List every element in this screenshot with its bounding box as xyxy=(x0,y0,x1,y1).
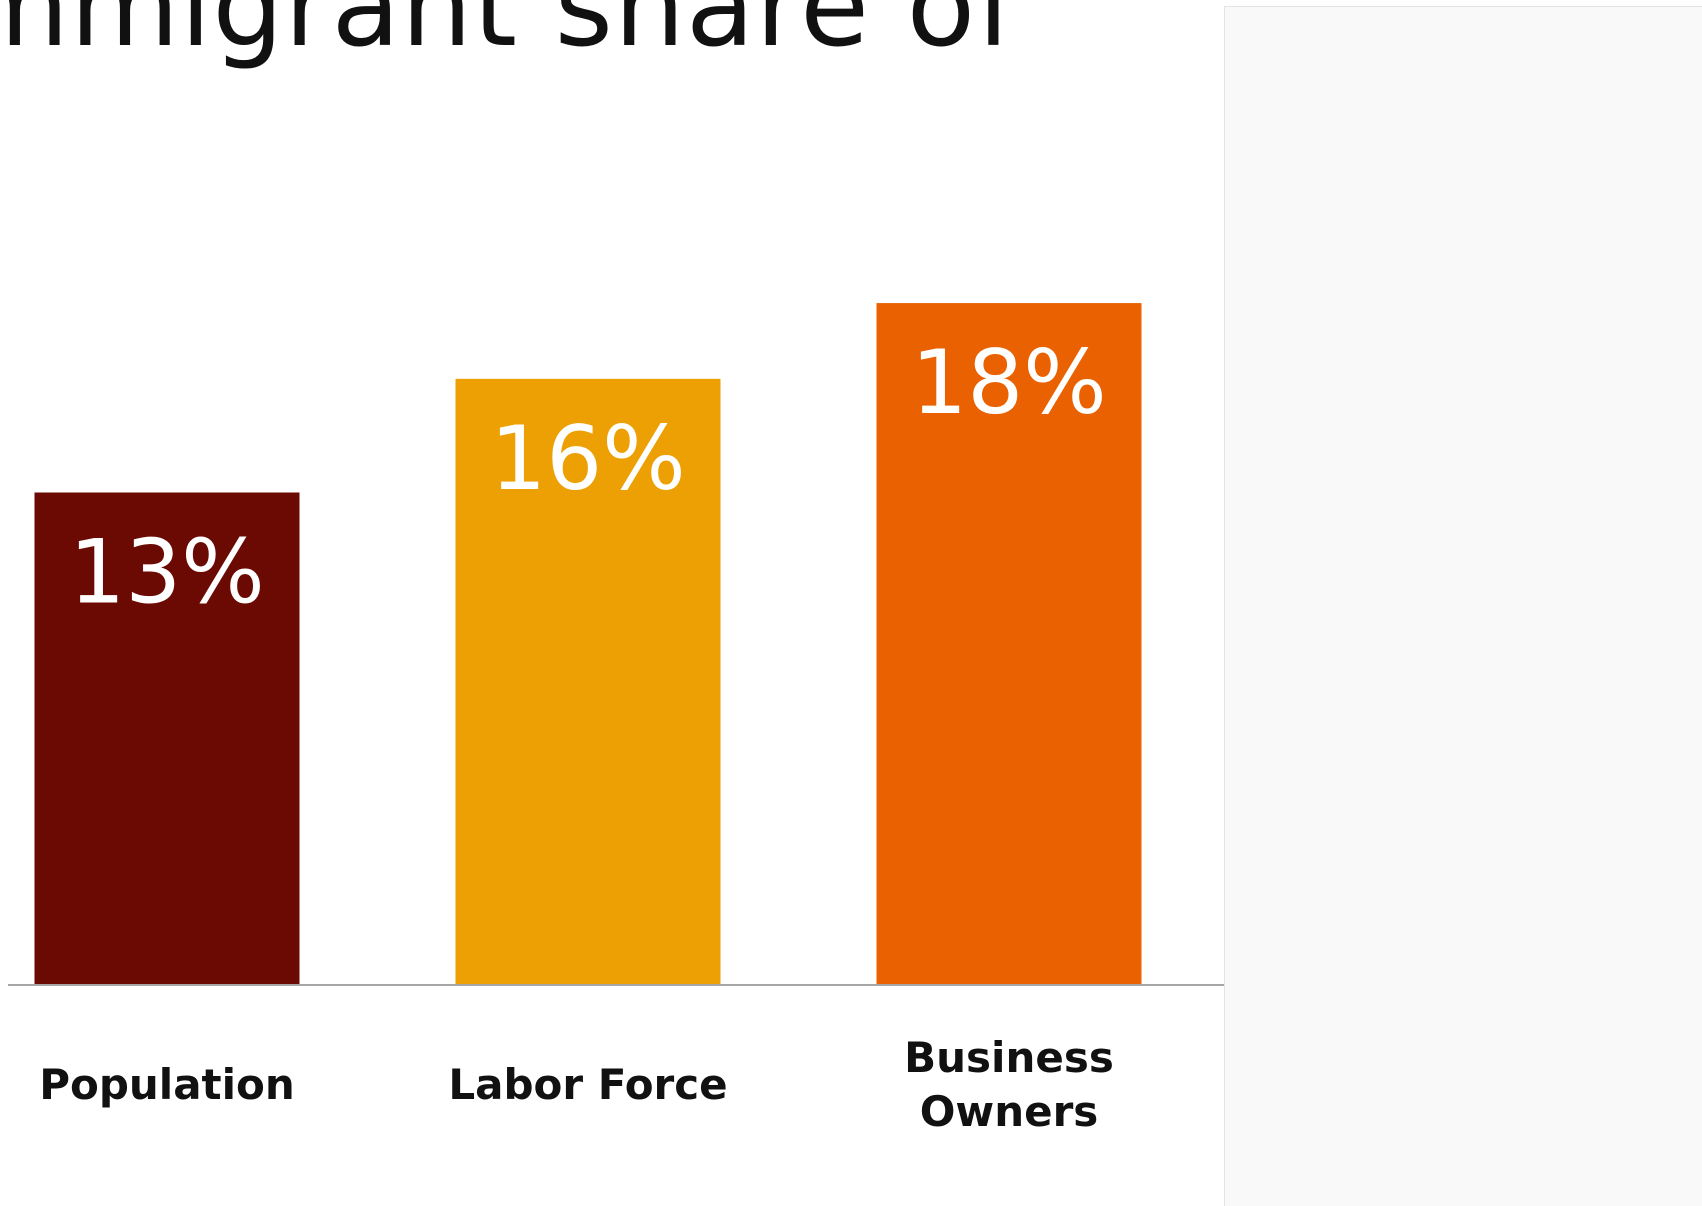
bar-value-label-3: 18% xyxy=(911,331,1107,434)
category-label-3: Business Owners xyxy=(904,1033,1114,1136)
category-label-1: Population xyxy=(39,1060,295,1109)
side-panel xyxy=(1224,6,1702,1206)
category-labels: Population Labor Force Business Owners xyxy=(39,1033,1114,1136)
bar-chart: 13% 16% 18% Population Labor Force Business O… xyxy=(8,303,1224,1136)
bar-value-label-1: 13% xyxy=(69,521,265,624)
bar-2 xyxy=(455,378,721,985)
category-label-2: Labor Force xyxy=(448,1060,727,1109)
bar-3 xyxy=(876,303,1142,986)
bar-1 xyxy=(34,492,300,985)
bars-layer: 13% 16% 18% xyxy=(34,303,1142,986)
chart-title: mmigrant share of xyxy=(0,0,1017,72)
bar-value-label-2: 16% xyxy=(490,407,686,510)
